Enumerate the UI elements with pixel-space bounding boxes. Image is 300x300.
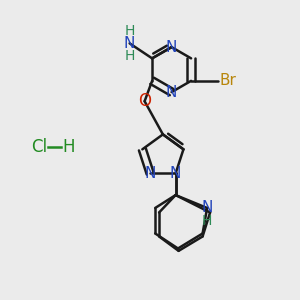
Text: N: N [166,85,177,100]
Text: N: N [166,40,177,55]
Text: Br: Br [220,73,236,88]
Text: H: H [202,214,212,228]
Text: H: H [124,24,135,38]
Text: N: N [201,200,213,215]
Text: H: H [124,49,135,63]
Text: N: N [145,166,156,181]
Text: Cl: Cl [31,138,47,156]
Text: N: N [170,166,181,181]
Text: N: N [124,36,135,51]
Text: H: H [63,138,75,156]
Text: O: O [138,92,151,110]
